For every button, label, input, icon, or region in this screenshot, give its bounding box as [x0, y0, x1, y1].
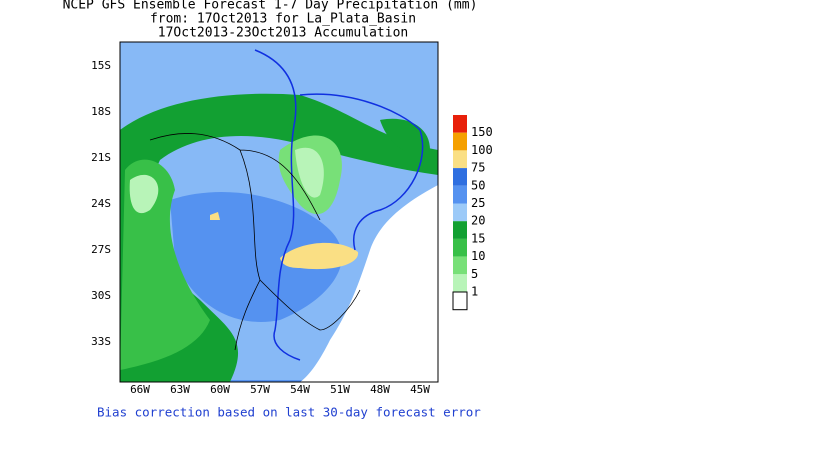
lat-label: 24S	[91, 197, 111, 210]
lon-label: 48W	[370, 383, 390, 396]
lon-label: 51W	[330, 383, 350, 396]
legend-label: 75	[471, 161, 485, 175]
legend-label: 10	[471, 249, 485, 263]
title-line: NCEP GFS Ensemble Forecast 1-7 Day Preci…	[63, 0, 478, 13]
legend-label: 5	[471, 267, 478, 281]
borders	[149, 133, 361, 351]
legend-label: 100	[471, 143, 493, 157]
legend-label: 15	[471, 231, 485, 245]
lat-label: 33S	[91, 335, 111, 348]
legend-swatch	[452, 291, 468, 311]
lon-labels: 66W 63W 60W 57W 54W 51W 48W 45W	[130, 383, 430, 396]
lat-label: 21S	[91, 151, 111, 164]
footer-note: Bias correction based on last 30-day for…	[97, 405, 481, 420]
map-frame	[119, 41, 439, 383]
ocean	[300, 185, 438, 382]
legend-label: 25	[471, 196, 485, 210]
legend-swatch	[453, 168, 467, 186]
legend-label: 50	[471, 178, 485, 192]
lon-label: 66W	[130, 383, 150, 396]
legend-swatch	[453, 274, 467, 292]
lon-label: 54W	[290, 383, 310, 396]
lat-label: 15S	[91, 59, 111, 72]
legend-swatch	[453, 256, 467, 275]
legend: 150 100 75 50 25 20 15 10 5 1	[452, 115, 493, 311]
lon-label: 63W	[170, 383, 190, 396]
lat-labels: 15S 18S 21S 24S 27S 30S 33S	[91, 59, 111, 348]
legend-swatch	[453, 132, 467, 151]
lat-label: 18S	[91, 105, 111, 118]
lat-label: 27S	[91, 243, 111, 256]
yellow-zone	[280, 242, 359, 270]
title: NCEP GFS Ensemble Forecast 1-7 Day Preci…	[63, 0, 478, 41]
lon-label: 60W	[210, 383, 230, 396]
legend-swatch	[453, 115, 467, 133]
legend-label: 150	[471, 125, 493, 139]
yellow-zone	[210, 212, 220, 220]
basin-boundary	[254, 49, 424, 361]
light-green-zone	[295, 147, 324, 198]
legend-swatch	[453, 185, 467, 204]
light-green-zone	[129, 174, 159, 214]
legend-swatch	[453, 203, 467, 222]
legend-label: 20	[471, 214, 485, 228]
lon-label: 45W	[410, 383, 430, 396]
title-line: 17Oct2013-23Oct2013 Accumulation	[158, 26, 408, 41]
lon-label: 57W	[250, 383, 270, 396]
map	[119, 41, 439, 383]
legend-label: 1	[471, 285, 478, 299]
legend-swatch	[453, 150, 467, 169]
legend-swatch	[453, 238, 467, 257]
lat-label: 30S	[91, 289, 111, 302]
title-line: from: 17Oct2013 for La_Plata_Basin	[150, 12, 416, 27]
legend-swatch	[453, 221, 467, 239]
